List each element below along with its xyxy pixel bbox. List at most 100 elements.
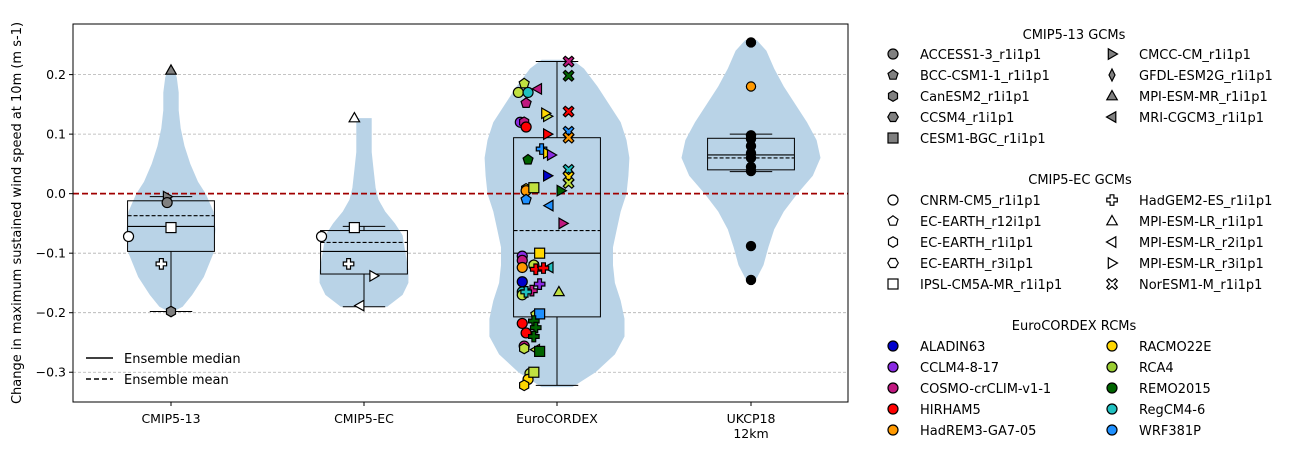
rcm-point: [562, 176, 575, 190]
pentagon-icon: [887, 215, 899, 226]
legend-item: GFDL-ESM2G_r1i1p1: [1108, 67, 1273, 84]
violins: [126, 40, 821, 388]
circle-icon: [1106, 424, 1118, 436]
gcm13-point: [165, 305, 177, 318]
circle-icon: [1106, 382, 1118, 394]
legend-item-label: HadGEM2-ES_r1i1p1: [1139, 194, 1272, 209]
legend-item-label: IPSL-CM5A-MR_r1i1p1: [920, 278, 1062, 293]
model-points: [122, 37, 757, 392]
legend-item-label: HIRHAM5: [920, 403, 981, 418]
y-tick-label: 0.1: [46, 127, 66, 142]
legend-item: IPSL-CM5A-MR_r1i1p1: [887, 278, 1062, 293]
ukcp-point: [745, 81, 757, 92]
y-axis-ticks: 0.2 0.1 0.0 −0.1 −0.2 −0.3: [36, 67, 73, 380]
legend-item: BCC-CSM1-1_r1i1p1: [887, 69, 1050, 84]
box-iqr: [513, 137, 601, 318]
ec-point: [348, 111, 361, 123]
cross-icon: [1105, 277, 1119, 291]
triangle-left-icon: [1105, 235, 1117, 249]
legend-item-label: CNRM-CM5_r1i1p1: [920, 194, 1041, 209]
rcm-point: [527, 330, 540, 343]
thin-diamond-icon: [1108, 67, 1116, 83]
legend-item: REMO2015: [1106, 382, 1211, 397]
rcm-point: [542, 199, 554, 212]
legend-item: RCA4: [1106, 361, 1174, 376]
ec-point: [342, 258, 355, 270]
ec-point: [348, 221, 360, 234]
legend-item: NorESM1-M_r1i1p1: [1105, 277, 1262, 293]
rcm-point: [541, 106, 553, 120]
rcm-point: [518, 77, 530, 89]
triangle-up-icon: [1105, 214, 1119, 226]
x-tick-label: 12km: [733, 426, 768, 441]
gcm13-point: [164, 63, 178, 75]
rcm-point: [516, 276, 528, 288]
x-tick-label: CMIP5-EC: [334, 411, 394, 426]
circle-icon: [887, 194, 899, 206]
y-tick-label: 0.2: [46, 67, 66, 82]
rcm-point: [542, 127, 555, 141]
hexagon-icon: [887, 90, 899, 102]
legend-item-label: RACMO22E: [1139, 340, 1211, 355]
triangle-right-icon: [1107, 47, 1119, 61]
rcm-point: [530, 82, 543, 96]
rcm-point: [516, 317, 528, 330]
box-iqr: [320, 230, 408, 275]
rcm-point: [528, 182, 540, 194]
legend-item-label: MRI-CGCM3_r1i1p1: [1139, 111, 1264, 126]
legend-item: CMCC-CM_r1i1p1: [1107, 47, 1251, 63]
circle-icon: [1106, 340, 1118, 352]
ec-point: [369, 269, 381, 283]
legend-item: ALADIN63: [887, 340, 985, 355]
rcm-point: [520, 193, 532, 205]
rcm-point: [522, 153, 534, 165]
rcm-point: [534, 345, 546, 358]
rcm-point: [534, 247, 546, 259]
y-tick-label: −0.1: [36, 246, 66, 261]
legend-item-label: MPI-ESM-MR_r1i1p1: [1139, 90, 1268, 105]
rcm-point: [528, 366, 540, 378]
rcm-point: [518, 342, 530, 355]
circle-icon: [887, 48, 899, 60]
legend-item-label: HadREM3-GA7-05: [920, 424, 1036, 439]
circle-icon: [887, 382, 899, 394]
x-tick-label: UKCP18: [727, 411, 776, 426]
rcm-point: [552, 285, 566, 297]
x-tick-label: EuroCORDEX: [516, 411, 598, 426]
box-plots: [127, 61, 795, 386]
legend-group-0: CMIP5-13 GCMs ACCESS1-3_r1i1p1 BCC-CSM1-1_…: [887, 28, 1273, 147]
legend-item: RegCM4-6: [1106, 403, 1205, 418]
rcm-point: [556, 184, 568, 197]
circle-icon: [1106, 403, 1118, 415]
violin-1: [319, 118, 409, 307]
rcm-point: [562, 105, 575, 118]
legend-item-label: WRF381P: [1139, 424, 1201, 439]
legend-item: HadGEM2-ES_r1i1p1: [1106, 194, 1272, 209]
legend-label: Ensemble mean: [124, 373, 229, 388]
ukcp-point: [745, 37, 757, 48]
legend-title: CMIP5-EC GCMs: [1028, 173, 1132, 188]
legend-item-label: CESM1-BGC_r1i1p1: [920, 132, 1046, 147]
legend-item-label: GFDL-ESM2G_r1i1p1: [1139, 69, 1273, 84]
legend-item-label: RCA4: [1139, 361, 1174, 376]
y-tick-label: −0.3: [36, 365, 66, 380]
rcm-point: [562, 131, 575, 144]
legend-label: Ensemble median: [124, 352, 241, 367]
rcm-point: [516, 261, 528, 274]
ec-point: [155, 258, 168, 270]
legend-item-label: NorESM1-M_r1i1p1: [1139, 278, 1262, 293]
rcm-point: [529, 321, 542, 334]
rcm-point: [518, 379, 530, 392]
legend-title: EuroCORDEX RCMs: [1012, 319, 1137, 334]
rcm-point: [537, 262, 550, 274]
square-icon: [887, 132, 899, 144]
ec-point: [165, 221, 177, 234]
hexagon2-icon: [887, 111, 899, 123]
plot-frame: [72, 23, 849, 403]
plus-icon: [1106, 194, 1118, 206]
legend-item: CCLM4-8-17: [887, 361, 999, 376]
rcm-point: [512, 86, 525, 99]
rcm-point: [546, 148, 558, 162]
square-icon: [887, 278, 899, 290]
